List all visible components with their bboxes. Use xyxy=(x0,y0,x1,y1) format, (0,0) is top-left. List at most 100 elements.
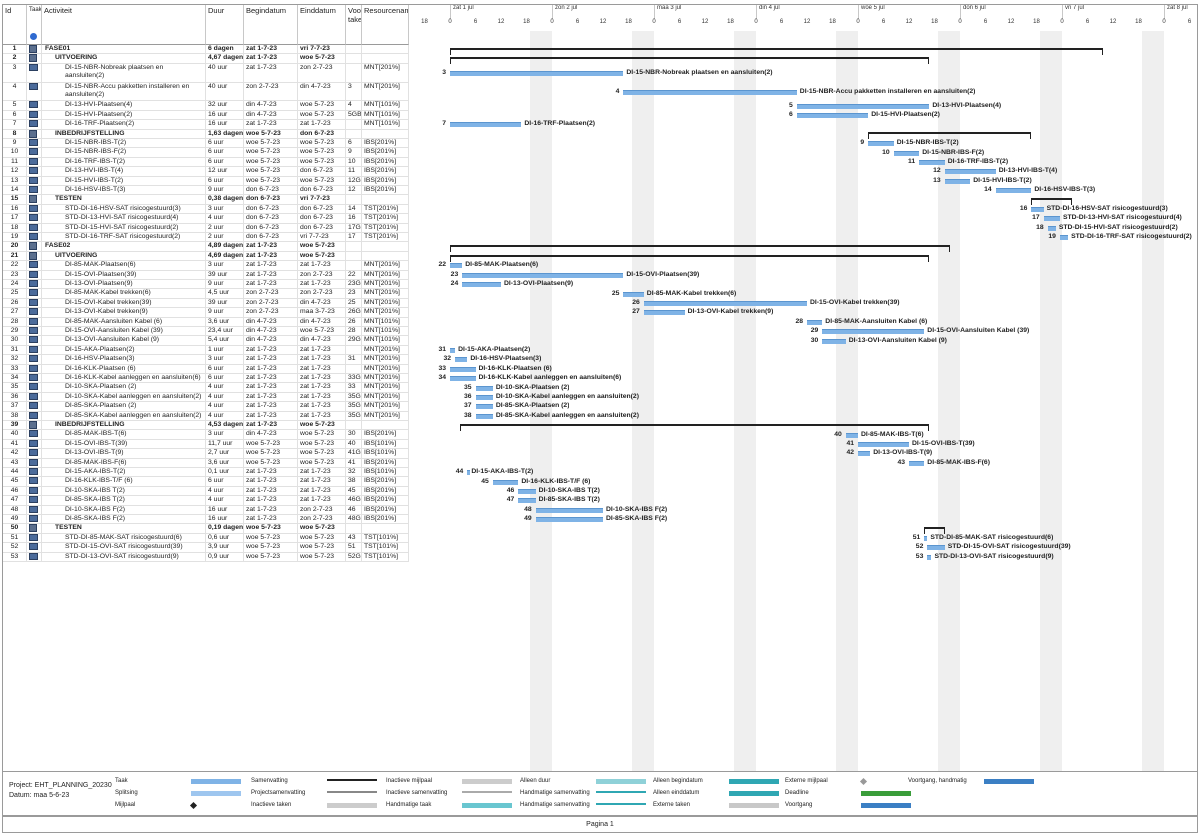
cell-name[interactable]: FASE02 xyxy=(42,242,206,251)
cell-name[interactable]: DI-13-OVI-Aansluiten Kabel (9) xyxy=(42,336,206,345)
cell-name[interactable]: DI-85-MAK-IBS-F(6) xyxy=(42,458,206,467)
cell-name[interactable]: DI-13-OVI-Kabel trekken(9) xyxy=(42,308,206,317)
task-bar[interactable] xyxy=(623,291,644,297)
cell-name[interactable]: STD-DI-15-OVI-SAT risicogestuurd(39) xyxy=(42,543,206,552)
cell-name[interactable]: DI-13-HVI-Plaatsen(4) xyxy=(42,101,206,110)
cell-name[interactable]: DI-15-NBR-Accu pakketten installeren en … xyxy=(42,82,206,101)
task-bar[interactable] xyxy=(475,385,493,391)
cell-name[interactable]: DI-15-NBR-IBS-T(2) xyxy=(42,139,206,148)
table-row[interactable]: 11 DI-16-TRF-IBS-T(2) 6 uur woe 5-7-23 woe 5… xyxy=(3,157,409,168)
table-row[interactable]: 23 DI-15-OVI-Plaatsen(39) 39 uur zat 1-7-23… xyxy=(3,270,409,280)
cell-name[interactable]: DI-15-HVI-IBS-T(2) xyxy=(42,176,206,185)
table-row[interactable]: 33 DI-16-KLK-Plaatsen (6) 6 uur zat 1-7-23 z… xyxy=(3,364,409,374)
cell-name[interactable]: DI-16-KLK-IBS-T/F (6) xyxy=(42,477,206,486)
table-row[interactable]: 35 DI-10-SKA-Plaatsen (2) 4 uur zat 1-7-23 z… xyxy=(3,383,409,393)
col-header-mode[interactable]: Taakmodus xyxy=(27,5,42,45)
summary-bar[interactable] xyxy=(1031,198,1073,206)
cell-name[interactable]: DI-15-HVI-Plaatsen(2) xyxy=(42,110,206,120)
task-bar[interactable] xyxy=(518,498,536,504)
table-row[interactable]: 7 DI-16-TRF-Plaatsen(2) 16 uur zat 1-7-23 za… xyxy=(3,120,409,130)
cell-name[interactable]: DI-16-HSV-IBS-T(3) xyxy=(42,186,206,195)
table-row[interactable]: 13 DI-15-HVI-IBS-T(2) 6 uur woe 5-7-23 woe 5… xyxy=(3,176,409,186)
cell-name[interactable]: DI-10-SKA-IBS T(2) xyxy=(42,486,206,496)
cell-name[interactable]: DI-10-SKA-IBS F(2) xyxy=(42,505,206,514)
cell-name[interactable]: TESTEN xyxy=(42,195,206,204)
table-row[interactable]: 36 DI-10-SKA-Kabel aanleggen en aansluite… xyxy=(3,392,409,403)
task-bar[interactable] xyxy=(462,272,624,278)
task-bar[interactable] xyxy=(995,188,1032,194)
task-bar[interactable] xyxy=(924,536,928,541)
col-header-id[interactable]: Id xyxy=(3,5,27,45)
cell-name[interactable]: DI-16-KLK-Kabel aanleggen en aansluiten(… xyxy=(42,374,206,383)
cell-name[interactable]: STD-DI-13-HVI-SAT risicogestuurd(4) xyxy=(42,214,206,223)
task-bar[interactable] xyxy=(919,160,945,165)
task-bar[interactable] xyxy=(927,545,945,551)
task-bar[interactable] xyxy=(944,169,996,175)
cell-name[interactable]: DI-15-OVI-IBS-T(39) xyxy=(42,439,206,449)
cell-name[interactable]: DI-13-OVI-Plaatsen(9) xyxy=(42,280,206,289)
cell-name[interactable]: FASE01 xyxy=(42,45,206,54)
col-header-end[interactable]: Einddatum xyxy=(298,5,346,45)
cell-name[interactable]: DI-13-HVI-IBS-T(4) xyxy=(42,167,206,176)
table-row[interactable]: 44 DI-15-AKA-IBS-T(2) 0,1 uur zat 1-7-23 zat… xyxy=(3,468,409,478)
table-row[interactable]: 48 DI-10-SKA-IBS F(2) 16 uur zat 1-7-23 zon … xyxy=(3,505,409,515)
cell-name[interactable]: STD-DI-13-OVI-SAT risicogestuurd(9) xyxy=(42,552,206,561)
summary-bar[interactable] xyxy=(450,57,930,65)
table-row[interactable]: 22 DI-85-MAK-Plaatsen(6) 3 uur zat 1-7-23 za… xyxy=(3,261,409,271)
cell-name[interactable]: DI-13-OVI-IBS-T(9) xyxy=(42,449,206,458)
task-bar[interactable] xyxy=(643,310,685,316)
task-bar[interactable] xyxy=(535,517,603,523)
col-header-predecessors[interactable]: Voorgaande taken xyxy=(346,5,362,45)
table-row[interactable]: 37 DI-85-SKA-Plaatsen (2) 4 uur zat 1-7-23 z… xyxy=(3,402,409,412)
summary-bar[interactable] xyxy=(924,527,946,535)
task-bar[interactable] xyxy=(1047,225,1056,231)
table-row[interactable]: 21 UITVOERING 4,69 dagen zat 1-7-23 woe 5-7-… xyxy=(3,251,409,262)
summary-bar[interactable] xyxy=(450,254,930,262)
task-bar[interactable] xyxy=(492,479,519,485)
task-bar[interactable] xyxy=(845,432,858,438)
task-bar[interactable] xyxy=(822,329,925,335)
task-bar[interactable] xyxy=(868,141,894,147)
table-row[interactable]: 39 INBEDRIJFSTELLING 4,53 dagen zat 1-7-23 w… xyxy=(3,421,409,431)
task-bar[interactable] xyxy=(909,460,925,466)
task-bar[interactable] xyxy=(450,348,456,353)
cell-name[interactable]: DI-85-SKA-IBS F(2) xyxy=(42,515,206,524)
table-row[interactable]: 46 DI-10-SKA-IBS T(2) 4 uur zat 1-7-23 zat 1… xyxy=(3,486,409,497)
table-row[interactable]: 40 DI-85-MAK-IBS-T(6) 3 uur din 4-7-23 woe 5… xyxy=(3,430,409,440)
task-bar[interactable] xyxy=(455,357,468,363)
table-row[interactable]: 53 STD-DI-13-OVI-SAT risicogestuurd(9) 0,9… xyxy=(3,552,409,562)
table-row[interactable]: 2 UITVOERING 4,67 dagen zat 1-7-23 woe 5-7-2… xyxy=(3,54,409,64)
task-bar[interactable] xyxy=(796,103,930,109)
task-bar[interactable] xyxy=(467,470,471,476)
col-header-duration[interactable]: Duur xyxy=(206,5,244,45)
task-bar[interactable] xyxy=(450,263,463,269)
cell-name[interactable]: DI-85-SKA-Plaatsen (2) xyxy=(42,402,206,411)
table-row[interactable]: 49 DI-85-SKA-IBS F(2) 16 uur zat 1-7-23 zon … xyxy=(3,515,409,525)
cell-name[interactable]: DI-85-MAK-Plaatsen(6) xyxy=(42,261,206,270)
table-row[interactable]: 24 DI-13-OVI-Plaatsen(9) 9 uur zat 1-7-23 za… xyxy=(3,280,409,290)
table-row[interactable]: 10 DI-15-NBR-IBS-F(2) 6 uur woe 5-7-23 woe 5… xyxy=(3,148,409,158)
cell-name[interactable]: DI-16-TRF-Plaatsen(2) xyxy=(42,120,206,129)
table-row[interactable]: 26 DI-15-OVI-Kabel trekken(39) 39 uur zon 2… xyxy=(3,298,409,309)
table-row[interactable]: 20 FASE02 4,89 dagen zat 1-7-23 woe 5-7-23 xyxy=(3,242,409,252)
table-row[interactable]: 32 DI-16-HSV-Plaatsen(3) 3 uur zat 1-7-23 za… xyxy=(3,355,409,365)
table-row[interactable]: 14 DI-16-HSV-IBS-T(3) 9 uur don 6-7-23 don 6… xyxy=(3,186,409,196)
col-header-name[interactable]: Activiteit xyxy=(42,5,206,45)
cell-name[interactable]: INBEDRIJFSTELLING xyxy=(42,421,206,430)
cell-name[interactable]: DI-16-HSV-Plaatsen(3) xyxy=(42,355,206,364)
task-bar[interactable] xyxy=(475,413,493,419)
table-row[interactable]: 42 DI-13-OVI-IBS-T(9) 2,7 uur woe 5-7-23 woe… xyxy=(3,449,409,459)
task-bar[interactable] xyxy=(518,489,536,494)
table-row[interactable]: 25 DI-85-MAK-Kabel trekken(6) 4,5 uur zon 2… xyxy=(3,289,409,299)
col-header-resources[interactable]: Resourcenamen xyxy=(362,5,409,45)
task-bar[interactable] xyxy=(475,395,493,400)
table-row[interactable]: 29 DI-15-OVI-Aansluiten Kabel (39) 23,4 uu… xyxy=(3,327,409,337)
cell-name[interactable]: STD-DI-16-HSV-SAT risicogestuurd(3) xyxy=(42,204,206,214)
summary-bar[interactable] xyxy=(450,47,1103,55)
task-bar[interactable] xyxy=(450,70,624,76)
task-bar[interactable] xyxy=(462,282,501,288)
task-bar[interactable] xyxy=(1043,216,1060,222)
table-row[interactable]: 16 STD-DI-16-HSV-SAT risicogestuurd(3) 3 u… xyxy=(3,204,409,215)
task-bar[interactable] xyxy=(450,366,476,372)
cell-name[interactable]: UITVOERING xyxy=(42,54,206,63)
